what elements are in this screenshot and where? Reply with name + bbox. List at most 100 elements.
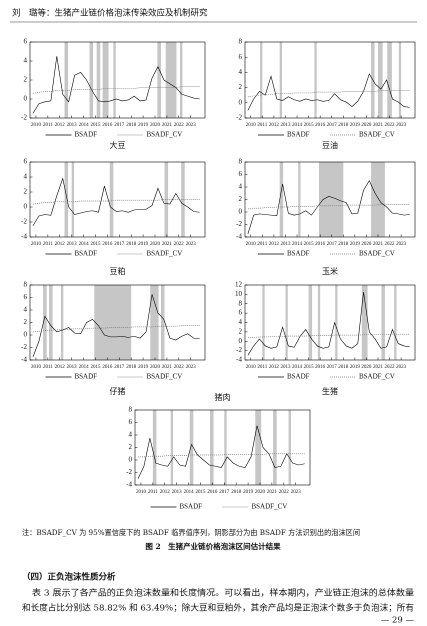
bubble-interval [262, 285, 265, 360]
x-tick-label: 2015 [90, 365, 101, 370]
x-tick-label: 2020 [361, 123, 372, 128]
y-tick-label: 2 [24, 188, 28, 196]
x-tick-label: 2016 [102, 242, 113, 247]
y-tick-label: 6 [129, 418, 133, 426]
legend-label: BSADF [75, 250, 98, 258]
bubble-interval [279, 162, 284, 237]
x-tick-label: 2023 [396, 365, 407, 370]
legend-label: BSADF [75, 131, 98, 139]
y-tick-label: 0 [129, 456, 133, 464]
x-tick-label: 2015 [304, 242, 315, 247]
x-tick-label: 2022 [385, 123, 396, 128]
legend-label: BSADF_CV [359, 373, 395, 381]
x-tick-label: 2014 [79, 242, 90, 247]
y-tick-label: 8 [239, 38, 243, 46]
x-tick-label: 2013 [67, 123, 78, 128]
chart-title: 豆油 [322, 140, 338, 150]
y-tick-label: 8 [129, 406, 133, 414]
x-tick-label: 2017 [327, 123, 338, 128]
x-tick-label: 2019 [138, 242, 149, 247]
x-tick-label: 2012 [160, 490, 171, 495]
y-tick-label: 6 [239, 53, 243, 61]
legend-label: BSADF [75, 373, 98, 381]
x-tick-label: 2023 [291, 490, 302, 495]
y-tick-label: 0 [24, 95, 28, 103]
legend-label: BSADF_CV [359, 131, 395, 139]
bubble-interval [317, 285, 321, 360]
legend-label: BSADF_CV [147, 250, 183, 258]
bubble-interval [64, 162, 69, 237]
x-tick-label: 2012 [55, 242, 66, 247]
x-tick-label: 2018 [126, 365, 137, 370]
paragraph-line: 和长度占比分别达 58.82% 和 63.49%；除大豆和豆粕外，其余产品均是正… [22, 603, 414, 613]
x-tick-label: 2012 [269, 242, 280, 247]
y-tick-label: 4 [129, 431, 133, 439]
x-tick-label: 2021 [373, 242, 384, 247]
x-tick-label: 2018 [231, 490, 242, 495]
bubble-interval [381, 285, 385, 360]
y-tick-label: -2 [21, 114, 27, 122]
y-tick-label: -4 [236, 356, 242, 364]
figure-caption: 图 2 生猪产业链价格泡沫区间估计结果 [145, 541, 281, 551]
series-line [137, 425, 305, 479]
bubble-interval [64, 42, 69, 118]
y-tick-label: -4 [21, 233, 27, 241]
paragraph-line: 表 3 展示了各产品的正负泡沫数量和长度情况。可以看出，样本期内，产业链正泡沫的… [32, 588, 414, 598]
x-tick-label: 2011 [43, 123, 53, 128]
legend-label: BSADF_CV [147, 131, 183, 139]
bubble-interval [71, 162, 75, 237]
x-tick-label: 2012 [269, 365, 280, 370]
x-tick-label: 2011 [257, 365, 267, 370]
x-tick-label: 2021 [373, 123, 384, 128]
figure-note: 注：BSADF_CV 为 95%置信度下的 BSADF 临界值序列，阴影部分为由… [22, 528, 360, 537]
chart-title: 玉米 [322, 266, 338, 276]
bubble-interval [377, 42, 383, 118]
bubble-interval [319, 162, 344, 237]
x-tick-label: 2018 [126, 242, 137, 247]
x-tick-label: 2019 [243, 490, 254, 495]
x-tick-label: 2020 [361, 365, 372, 370]
bubble-interval [273, 410, 277, 485]
x-tick-label: 2021 [162, 242, 173, 247]
x-tick-label: 2015 [195, 490, 206, 495]
bubble-interval [224, 410, 227, 485]
bubble-interval [170, 410, 174, 485]
x-tick-label: 2017 [327, 242, 338, 247]
y-tick-label: -2 [236, 220, 242, 228]
legend-label: BSADF [180, 503, 203, 511]
x-tick-label: 2015 [304, 365, 315, 370]
x-tick-label: 2022 [279, 490, 290, 495]
y-tick-label: 12 [235, 281, 243, 289]
x-tick-label: 2022 [174, 365, 185, 370]
y-tick-label: 6 [24, 38, 28, 46]
y-tick-label: 6 [24, 158, 28, 166]
bubble-interval [285, 285, 288, 360]
y-tick-label: 0 [239, 208, 243, 216]
chart-title: 豆粕 [110, 266, 126, 276]
x-tick-label: 2022 [174, 242, 185, 247]
bubble-interval [94, 285, 132, 360]
x-tick-label: 2013 [280, 242, 291, 247]
x-tick-label: 2022 [174, 123, 185, 128]
x-tick-label: 2015 [90, 123, 101, 128]
x-tick-label: 2014 [292, 242, 303, 247]
bubble-interval [387, 42, 392, 118]
x-tick-label: 2012 [269, 123, 280, 128]
x-tick-label: 2020 [150, 365, 161, 370]
y-tick-label: 2 [24, 76, 28, 84]
y-tick-label: 10 [235, 290, 243, 298]
x-tick-label: 2013 [67, 365, 78, 370]
bubble-interval [314, 42, 317, 118]
x-tick-label: 2010 [136, 490, 147, 495]
x-tick-label: 2021 [162, 365, 173, 370]
x-tick-label: 2019 [138, 123, 149, 128]
y-tick-label: 2 [239, 195, 243, 203]
bubble-interval [371, 162, 385, 237]
x-tick-label: 2014 [79, 365, 90, 370]
y-tick-label: 6 [24, 293, 28, 301]
series-line [247, 73, 410, 111]
x-tick-label: 2016 [315, 242, 326, 247]
